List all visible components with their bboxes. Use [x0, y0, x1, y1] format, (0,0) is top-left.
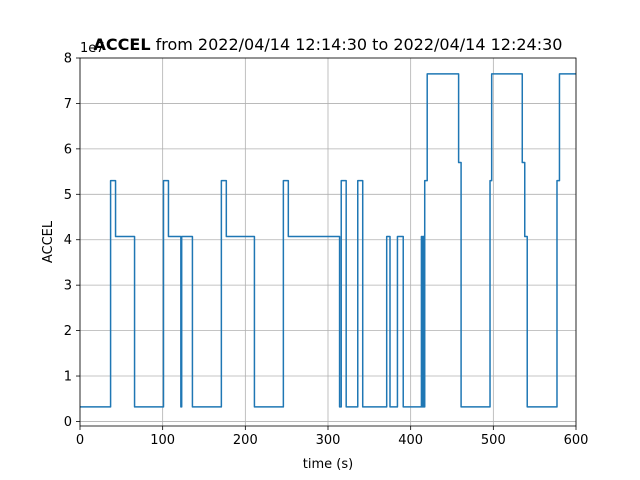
y-axis-label: ACCEL	[41, 220, 56, 263]
axis-ticks: 0 100 200 300 400 500 600 0 1 2 3 4 5 6 7 8	[64, 52, 589, 449]
y-tick-label: 1	[64, 370, 72, 385]
y-tick-label: 0	[64, 415, 72, 430]
x-tick-label: 600	[564, 433, 589, 448]
y-tick-label: 7	[64, 97, 72, 112]
accel-series-line	[80, 73, 576, 408]
y-tick-label: 4	[64, 233, 72, 248]
y-tick-label: 5	[64, 188, 72, 203]
y-tick-label: 6	[64, 142, 72, 157]
x-tick-label: 500	[481, 433, 506, 448]
series-layer	[80, 73, 576, 408]
chart-title-rest: from 2022/04/14 12:14:30 to 2022/04/14 1…	[151, 35, 563, 54]
x-tick-label: 400	[398, 433, 423, 448]
y-tick-label: 8	[64, 52, 72, 67]
chart-title: ACCEL from 2022/04/14 12:14:30 to 2022/0…	[94, 35, 563, 54]
y-tick-label: 2	[64, 324, 72, 339]
x-tick-label: 300	[316, 433, 341, 448]
x-axis-label: time (s)	[303, 457, 353, 472]
chart-title-bold: ACCEL	[94, 35, 151, 54]
y-offset-label: 1e7	[80, 41, 105, 56]
x-tick-label: 0	[76, 433, 84, 448]
x-tick-label: 100	[150, 433, 175, 448]
grid	[79, 57, 577, 426]
x-tick-label: 200	[233, 433, 258, 448]
y-tick-label: 3	[64, 279, 72, 294]
